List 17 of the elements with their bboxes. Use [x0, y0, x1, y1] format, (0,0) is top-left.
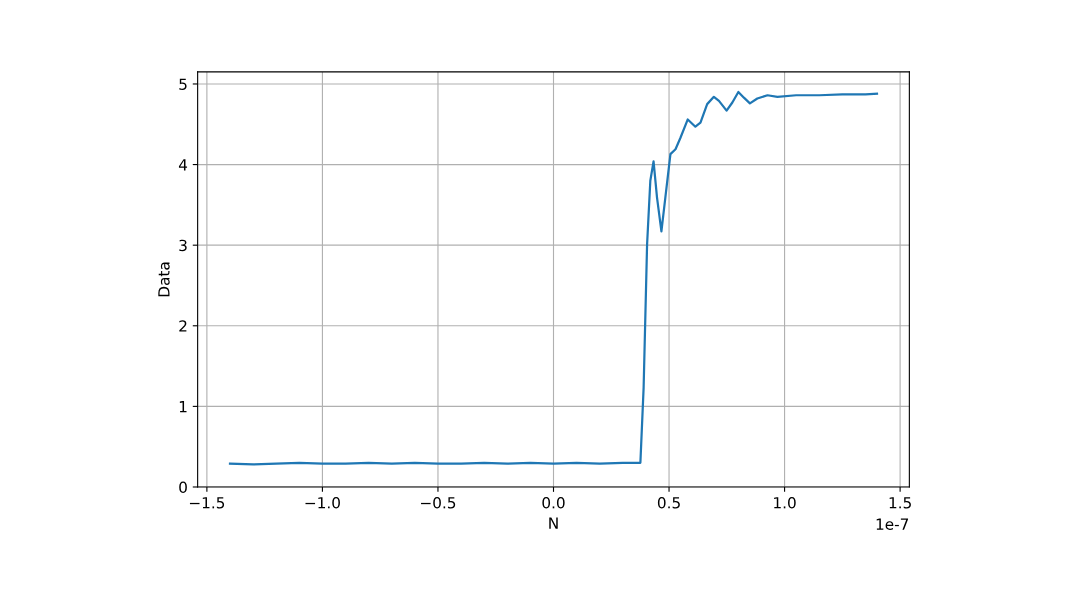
y-tick-label: 5: [179, 78, 187, 90]
x-tick-label: −0.5: [421, 496, 456, 509]
line-series: [228, 90, 879, 466]
x-tick-label: −1.5: [189, 497, 225, 509]
x-axis-title: N: [549, 517, 558, 529]
y-tick-label: 0: [179, 481, 187, 494]
text: 1e-7: [876, 518, 909, 530]
x-tick-label: 1.0: [774, 496, 796, 509]
x-tick-label: 1.5: [889, 497, 911, 509]
x-tick-label: −1.0: [305, 496, 340, 509]
y-tick-label: 3: [179, 239, 187, 252]
x-tick-label: 0.0: [542, 496, 565, 509]
y-tick-label: 1: [179, 401, 187, 413]
y-tick-label: 2: [179, 320, 187, 332]
y-axis-title: Data: [158, 262, 170, 297]
y-tick-label: 4: [178, 159, 188, 171]
x-tick-label: 0.5: [657, 496, 680, 509]
